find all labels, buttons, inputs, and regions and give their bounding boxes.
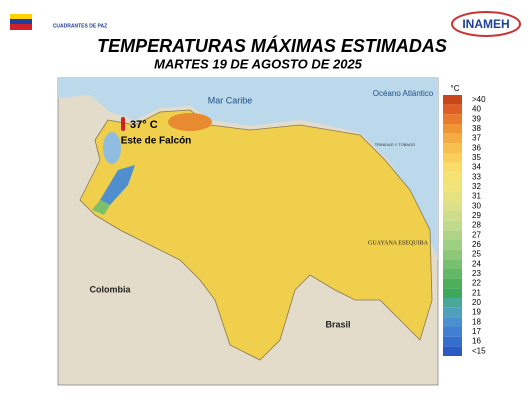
logo-right-frame xyxy=(451,11,521,37)
legend-label: 34 xyxy=(472,163,481,172)
legend-swatch xyxy=(443,133,462,144)
legend-swatch xyxy=(443,162,462,173)
legend-swatch xyxy=(443,114,462,124)
legend-unit: °C xyxy=(451,84,460,93)
subtitle: MARTES 19 DE AGOSTO DE 2025 xyxy=(154,56,363,71)
legend-label: 23 xyxy=(472,269,481,278)
legend-swatch xyxy=(443,327,462,337)
legend-swatch xyxy=(443,143,462,153)
legend-label: 20 xyxy=(472,298,481,307)
legend-swatch xyxy=(443,288,462,298)
legend-label: 27 xyxy=(472,230,481,239)
legend-label: 40 xyxy=(472,105,481,114)
legend-swatch xyxy=(443,230,462,240)
country-label: Colombia xyxy=(89,284,131,294)
legend-swatch xyxy=(443,298,462,308)
hot-zone xyxy=(168,113,212,131)
flag xyxy=(10,19,32,24)
legend-swatch xyxy=(443,259,462,269)
legend-swatch xyxy=(443,201,462,211)
sea xyxy=(58,78,438,260)
legend-label: 24 xyxy=(472,259,481,268)
legend-label: 32 xyxy=(472,182,481,191)
legend-label: 31 xyxy=(472,192,481,201)
legend-label: 38 xyxy=(472,124,481,133)
sea-label: Mar Caribe xyxy=(208,95,253,105)
legend-label: 28 xyxy=(472,221,481,230)
legend-label: 37 xyxy=(472,134,481,143)
legend-swatch xyxy=(443,249,462,260)
legend-label: 35 xyxy=(472,153,481,162)
venezuela xyxy=(79,109,433,361)
legend-label: 26 xyxy=(472,240,481,249)
logo-left: CUADRANTES DE PAZ xyxy=(53,23,107,29)
legend-swatch xyxy=(443,95,462,105)
legend-label: 19 xyxy=(472,308,481,317)
legend-swatch xyxy=(443,172,462,182)
legend-label: 16 xyxy=(472,337,481,346)
thermometer xyxy=(121,117,125,131)
lake xyxy=(103,132,121,164)
legend-swatch xyxy=(443,191,462,202)
legend-swatch xyxy=(443,307,462,318)
legend-label: 17 xyxy=(472,327,481,336)
flag xyxy=(10,24,32,30)
legend-label: 30 xyxy=(472,201,481,210)
title: TEMPERATURAS MÁXIMAS ESTIMADAS xyxy=(97,35,447,56)
legend-label: 33 xyxy=(472,172,481,181)
cold-zone xyxy=(100,165,135,205)
legend-label: >40 xyxy=(472,95,486,104)
region-label: GUAYANA ESEQUIBA xyxy=(368,240,429,246)
legend-label: 18 xyxy=(472,317,481,326)
legend-swatch xyxy=(443,211,462,221)
max-place: Este de Falcón xyxy=(121,136,192,147)
island-label: TRINIDAD Y TOBAGO xyxy=(375,142,416,147)
legend-label: 36 xyxy=(472,143,481,152)
country-label: Brasil xyxy=(325,319,350,329)
legend-swatch xyxy=(443,104,462,115)
legend-swatch xyxy=(443,182,462,192)
legend-swatch xyxy=(443,220,462,231)
legend: >404039383736353433323130292827262524232… xyxy=(443,95,486,356)
legend-swatch xyxy=(443,317,462,327)
legend-swatch xyxy=(443,240,462,250)
legend-swatch xyxy=(443,346,462,356)
legend-label: 22 xyxy=(472,279,481,288)
max-temp: 37° C xyxy=(130,119,158,131)
legend-label: 25 xyxy=(472,250,481,259)
legend-swatch xyxy=(443,336,462,347)
legend-label: 21 xyxy=(472,288,481,297)
cool-zone xyxy=(92,200,110,215)
sea-label: Océano Atlántico xyxy=(373,89,434,98)
legend-swatch xyxy=(443,278,462,289)
legend-swatch xyxy=(443,269,462,279)
legend-label: <15 xyxy=(472,346,486,355)
legend-label: 39 xyxy=(472,114,481,123)
legend-swatch xyxy=(443,124,462,134)
legend-swatch xyxy=(443,153,462,163)
logo-right: INAMEH xyxy=(462,17,509,31)
legend-label: 29 xyxy=(472,211,481,220)
